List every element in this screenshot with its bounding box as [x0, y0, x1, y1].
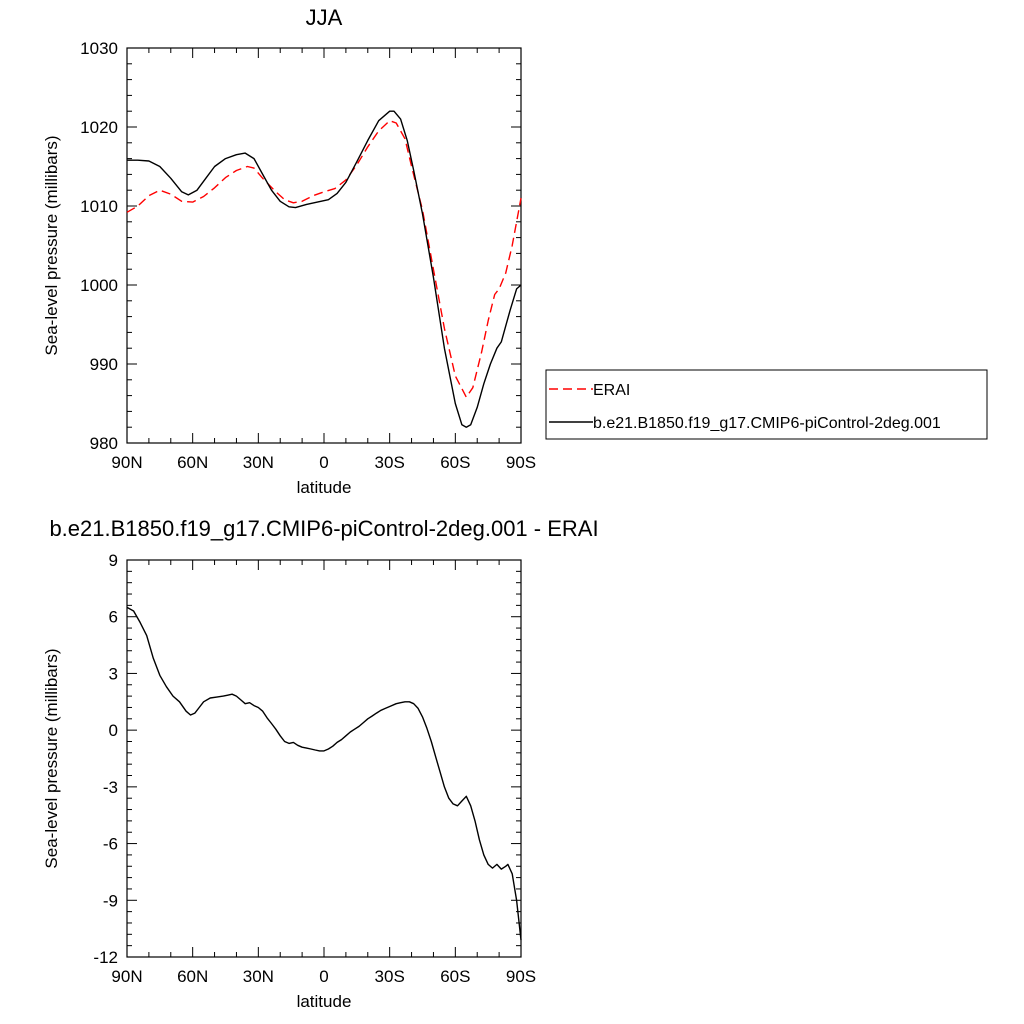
chart-title: b.e21.B1850.f19_g17.CMIP6-piControl-2deg…: [49, 516, 598, 541]
x-tick-label: 0: [319, 453, 328, 472]
x-tick-label: 60N: [177, 453, 208, 472]
x-tick-label: 60S: [440, 967, 470, 986]
x-tick-label: 30S: [375, 453, 405, 472]
y-tick-label: 1010: [80, 197, 118, 216]
chart-title: JJA: [306, 5, 343, 30]
series-line-1: [127, 110, 522, 428]
x-tick-label: 30S: [375, 967, 405, 986]
legend-label: ERAI: [593, 382, 630, 399]
y-tick-label: -3: [103, 778, 118, 797]
y-axis-label: Sea-level pressure (millibars): [42, 135, 61, 355]
x-tick-label: 30N: [243, 967, 274, 986]
plot-frame: [126, 559, 522, 958]
x-tick-label: 30N: [243, 453, 274, 472]
legend-label: b.e21.B1850.f19_g17.CMIP6-piControl-2deg…: [593, 415, 941, 432]
y-tick-label: -6: [103, 835, 118, 854]
chart-top-jja: JJA 90N 60N 30N 0 30S 60S 90S 980 990 1000 1010 1020…: [42, 5, 988, 497]
y-tick-label: -9: [103, 891, 118, 910]
x-tick-label: 90N: [111, 453, 142, 472]
x-tick-label: 60N: [177, 967, 208, 986]
x-tick-label: 90N: [111, 967, 142, 986]
legend-box: [545, 369, 988, 440]
series-line-0: [126, 606, 522, 941]
y-tick-label: 6: [109, 608, 118, 627]
y-tick-label: 1020: [80, 118, 118, 137]
y-tick-label: 980: [90, 434, 118, 453]
x-tick-label: 60S: [440, 453, 470, 472]
x-axis-label: latitude: [297, 992, 352, 1011]
x-tick-label: 90S: [506, 453, 536, 472]
y-tick-label: 1000: [80, 276, 118, 295]
x-tick-label: 0: [319, 967, 328, 986]
y-tick-label: 0: [109, 721, 118, 740]
series-line-0: [126, 119, 522, 398]
x-tick-label: 90S: [506, 967, 536, 986]
y-axis-label: Sea-level pressure (millibars): [42, 648, 61, 868]
y-tick-label: 990: [90, 355, 118, 374]
x-axis-label: latitude: [297, 478, 352, 497]
y-tick-label: 9: [109, 551, 118, 570]
legend: ERAI b.e21.B1850.f19_g17.CMIP6-piControl-…: [545, 369, 988, 440]
chart-bottom-difference: b.e21.B1850.f19_g17.CMIP6-piControl-2deg…: [42, 516, 599, 1011]
plot-frame: [126, 47, 522, 444]
y-tick-label: 3: [109, 664, 118, 683]
y-tick-label: -12: [93, 948, 118, 967]
y-tick-label: 1030: [80, 39, 118, 58]
